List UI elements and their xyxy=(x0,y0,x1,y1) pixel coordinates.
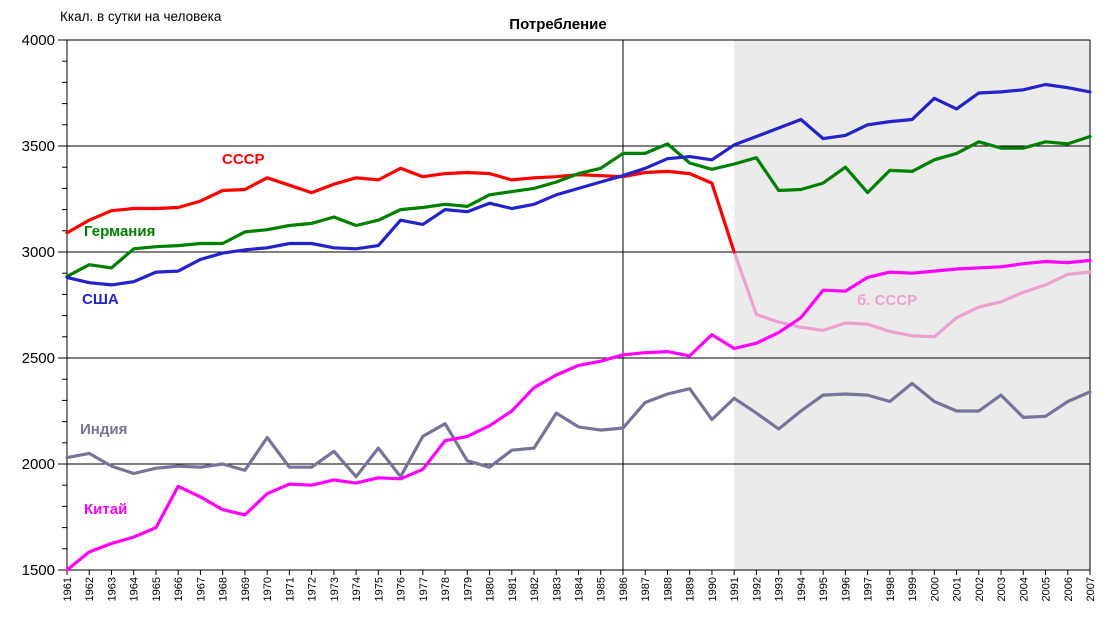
x-axis-label-1975: 1975 xyxy=(373,577,385,601)
y-axis-label-2000: 2000 xyxy=(22,456,55,473)
x-axis-label-1986: 1986 xyxy=(618,577,630,601)
series-line-china xyxy=(65,258,1092,572)
x-axis-label-1967: 1967 xyxy=(195,577,207,601)
x-axis-label-1964: 1964 xyxy=(129,577,141,601)
x-axis-label-1997: 1997 xyxy=(863,577,875,601)
x-axis-label-1995: 1995 xyxy=(818,577,830,601)
x-axis-label-1991: 1991 xyxy=(729,577,741,601)
x-axis-label-1979: 1979 xyxy=(462,577,474,601)
chart-title: Потребление xyxy=(509,16,607,33)
x-axis-label-1993: 1993 xyxy=(774,577,786,601)
x-axis-label-1985: 1985 xyxy=(596,577,608,601)
series-line-usa xyxy=(65,82,1092,287)
x-axis-label-1981: 1981 xyxy=(507,577,519,601)
x-axis-label-1984: 1984 xyxy=(574,577,586,601)
x-axis-label-1992: 1992 xyxy=(751,577,763,601)
x-axis-label-2006: 2006 xyxy=(1063,577,1075,601)
x-axis-label-1965: 1965 xyxy=(151,577,163,601)
y-axis-label-3000: 3000 xyxy=(22,244,55,261)
x-axis-label-1996: 1996 xyxy=(840,577,852,601)
x-axis-label-1989: 1989 xyxy=(685,577,697,601)
x-axis-label-1973: 1973 xyxy=(329,577,341,601)
x-axis-label-1968: 1968 xyxy=(218,577,230,601)
series-label-china: Китай xyxy=(84,501,128,518)
x-axis-label-1980: 1980 xyxy=(485,577,497,601)
x-axis-label-1969: 1969 xyxy=(240,577,252,601)
shaded-region xyxy=(734,40,1090,570)
x-axis-label-2002: 2002 xyxy=(974,577,986,601)
series-label-usa: США xyxy=(82,291,119,308)
x-axis-label-1962: 1962 xyxy=(84,577,96,601)
x-axis-label-1983: 1983 xyxy=(551,577,563,601)
x-axis-label-2000: 2000 xyxy=(929,577,941,601)
x-axis-label-1970: 1970 xyxy=(262,577,274,601)
series-label-b-ussr: б. СССР xyxy=(857,292,918,309)
series-line-india xyxy=(65,381,1092,479)
x-axis-label-1963: 1963 xyxy=(106,577,118,601)
series-label-ussr: СССР xyxy=(222,151,265,168)
x-axis-label-1982: 1982 xyxy=(529,577,541,601)
x-axis-label-2007: 2007 xyxy=(1085,577,1097,601)
x-axis-label-1998: 1998 xyxy=(885,577,897,601)
y-axis-label-2500: 2500 xyxy=(22,350,55,367)
x-axis-label-2005: 2005 xyxy=(1041,577,1053,601)
y-axis-label-1500: 1500 xyxy=(22,562,55,579)
x-axis-label-1974: 1974 xyxy=(351,577,363,601)
x-axis-label-1990: 1990 xyxy=(707,577,719,601)
x-axis-label-1987: 1987 xyxy=(640,577,652,601)
x-axis-label-2003: 2003 xyxy=(996,577,1008,601)
x-axis-label-1988: 1988 xyxy=(662,577,674,601)
x-axis-label-1976: 1976 xyxy=(396,577,408,601)
x-axis-label-1966: 1966 xyxy=(173,577,185,601)
y-axis-title: Ккал. в сутки на человека xyxy=(60,9,222,24)
x-axis-label-1961: 1961 xyxy=(62,577,74,601)
series-line-b-ussr xyxy=(732,250,1092,339)
x-axis-label-1972: 1972 xyxy=(307,577,319,601)
y-axis-label-4000: 4000 xyxy=(22,32,55,49)
x-axis-label-1999: 1999 xyxy=(907,577,919,601)
x-axis-label-2001: 2001 xyxy=(952,577,964,601)
y-axis-label-3500: 3500 xyxy=(22,138,55,155)
x-axis-label-1978: 1978 xyxy=(440,577,452,601)
x-axis-label-1977: 1977 xyxy=(418,577,430,601)
series-label-germany: Германия xyxy=(84,223,156,240)
x-axis-label-2004: 2004 xyxy=(1018,577,1030,601)
series-line-germany xyxy=(65,134,1092,278)
x-axis-label-1971: 1971 xyxy=(284,577,296,601)
x-axis-label-1994: 1994 xyxy=(796,577,808,601)
series-label-india: Индия xyxy=(80,421,128,438)
